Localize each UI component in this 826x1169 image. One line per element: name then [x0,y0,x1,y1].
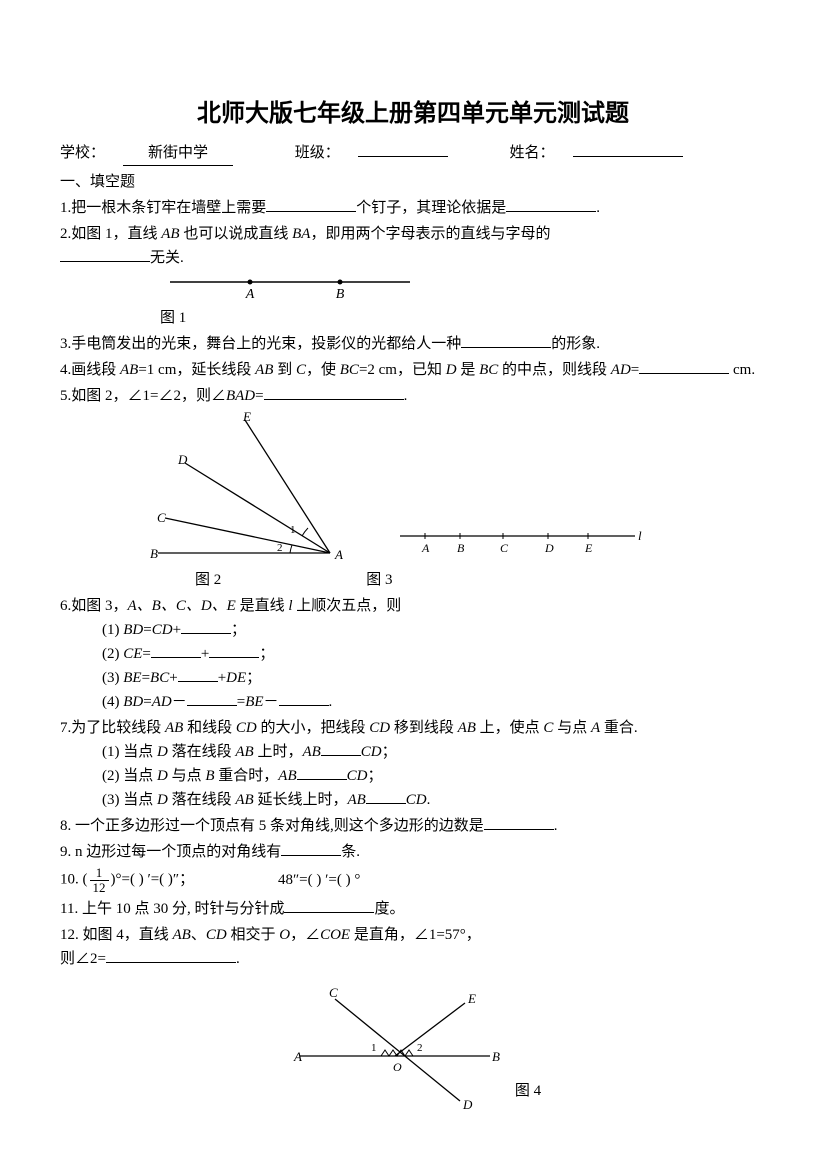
section-1-heading: 一、填空题 [60,170,766,194]
figure-3-svg: A B C D E l [390,518,650,568]
q4-blank [639,373,729,374]
question-11: 11. 上午 10 点 30 分, 时针与分针成度。 [60,897,766,921]
q1-blank2 [506,211,596,212]
svg-text:E: E [584,541,593,555]
figures-2-3-captions: 图 2 图 3 [60,568,766,592]
figure-2-svg: E D C B A 1 2 [130,408,360,568]
class-label: 班级： [295,145,340,161]
svg-text:D: D [177,452,188,467]
svg-text:E: E [467,991,476,1006]
svg-text:C: C [157,510,166,525]
svg-text:E: E [242,409,251,424]
question-7: 7.为了比较线段 AB 和线段 CD 的大小，把线段 CD 移到线段 AB 上，… [60,716,766,812]
question-4: 4.画线段 AB=1 cm，延长线段 AB 到 C，使 BC=2 cm，已知 D… [60,358,766,382]
svg-text:1: 1 [290,524,296,536]
question-6: 6.如图 3，A、B、C、D、E 是直线 l 上顺次五点，则 (1) BD=CD… [60,594,766,714]
svg-text:A: A [293,1049,302,1064]
q3-blank [461,347,551,348]
question-9: 9. n 边形过每一个顶点的对角线有条. [60,840,766,864]
svg-text:A: A [245,287,255,302]
figure-1: A B [60,270,766,304]
svg-text:B: B [457,541,465,555]
svg-text:2: 2 [417,1042,423,1054]
svg-text:B: B [150,546,158,561]
figures-2-3-row: E D C B A 1 2 A B C D E l [60,408,766,568]
school-value: 新街中学 [123,141,233,166]
name-label: 姓名： [510,145,555,161]
q2-blank [60,261,150,262]
figure-4-caption: 图 4 [515,1079,541,1103]
question-12: 12. 如图 4，直线 AB、CD 相交于 O，∠COE 是直角，∠1=57°，… [60,923,766,971]
svg-text:O: O [393,1060,402,1074]
question-2: 2.如图 1，直线 AB 也可以说成直线 BA，即用两个字母表示的直线与字母的 … [60,222,766,270]
page-title: 北师大版七年级上册第四单元单元测试题 [60,95,766,133]
question-10: 10. (112)°=( ) ′=( )″； 48″=( ) ′=( ) ° [60,866,766,894]
question-3: 3.手电筒发出的光束，舞台上的光束，投影仪的光都给人一种的形象. [60,332,766,356]
q5-blank [264,399,404,400]
class-blank [358,156,448,157]
figure-1-caption: 图 1 [60,306,766,330]
svg-text:A: A [334,547,343,562]
figure-4: A B C D E O 1 2 图 4 [60,981,766,1111]
svg-text:B: B [492,1049,500,1064]
svg-text:2: 2 [277,542,283,554]
svg-text:B: B [336,287,345,302]
svg-text:l: l [638,528,642,543]
svg-text:C: C [500,541,509,555]
student-info-row: 学校： 新街中学 班级： 姓名： [60,141,766,166]
svg-text:1: 1 [371,1042,377,1054]
question-5: 5.如图 2，∠1=∠2，则∠BAD=. [60,384,766,408]
svg-text:D: D [544,541,554,555]
name-blank [573,156,683,157]
q1-blank1 [266,211,356,212]
school-label: 学校： [60,145,105,161]
question-1: 1.把一根木条钉牢在墙壁上需要个钉子，其理论依据是. [60,196,766,220]
svg-text:C: C [329,985,338,1000]
svg-text:A: A [421,541,430,555]
question-8: 8. 一个正多边形过一个顶点有 5 条对角线,则这个多边形的边数是. [60,814,766,838]
svg-text:D: D [462,1097,473,1111]
